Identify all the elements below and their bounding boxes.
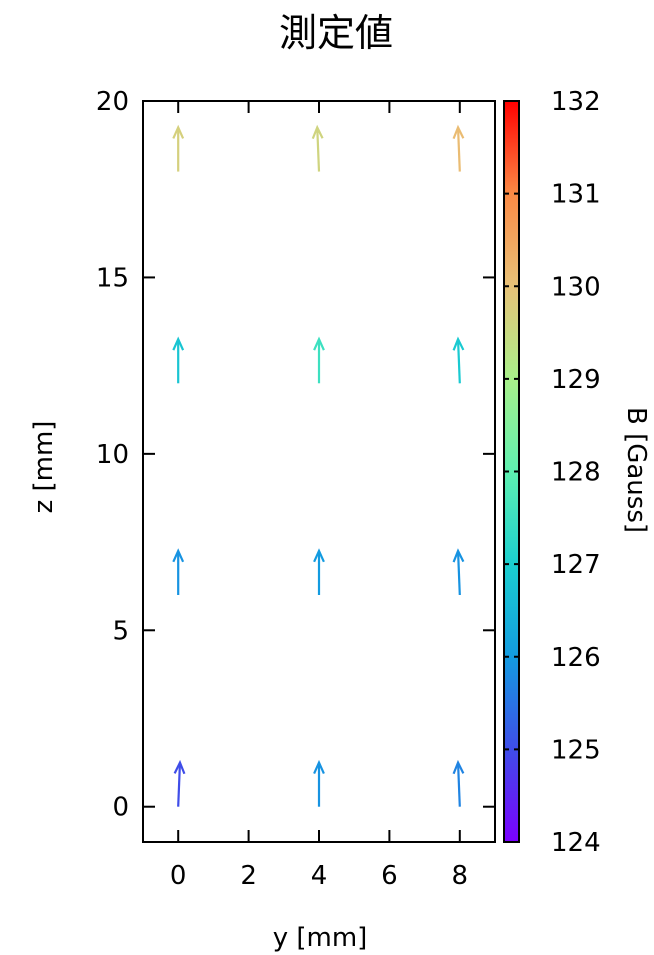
colorbar-tick-label: 126 bbox=[551, 643, 601, 673]
field-arrow bbox=[313, 548, 325, 595]
field-arrow bbox=[452, 759, 465, 807]
field-arrow bbox=[452, 124, 465, 172]
colorbar-tick-label: 130 bbox=[551, 272, 601, 302]
y-tick-label: 5 bbox=[112, 616, 129, 646]
colorbar-tick-label: 132 bbox=[551, 87, 601, 117]
y-tick-label: 0 bbox=[112, 793, 129, 823]
y-tick-label: 15 bbox=[96, 263, 129, 293]
x-tick-label: 8 bbox=[452, 861, 469, 891]
field-arrow bbox=[452, 336, 465, 384]
field-arrow bbox=[311, 124, 324, 172]
colorbar-tick-label: 128 bbox=[551, 458, 601, 488]
y-axis-title: z [mm] bbox=[29, 421, 59, 514]
x-tick-label: 6 bbox=[381, 861, 398, 891]
x-tick-label: 0 bbox=[170, 861, 187, 891]
colorbar-tick-label: 127 bbox=[551, 550, 601, 580]
x-tick-label: 2 bbox=[240, 861, 257, 891]
colorbar-title: B [Gauss] bbox=[621, 407, 651, 533]
y-tick-label: 20 bbox=[96, 87, 129, 117]
field-arrow bbox=[313, 336, 325, 384]
x-tick-label: 4 bbox=[311, 861, 328, 891]
chart-title: 測定値 bbox=[279, 11, 393, 55]
y-tick-label: 10 bbox=[96, 440, 129, 470]
field-arrow bbox=[313, 759, 325, 807]
field-arrow bbox=[173, 759, 186, 807]
colorbar-tick-label: 125 bbox=[551, 735, 601, 765]
plot-frame bbox=[142, 100, 496, 843]
field-arrow bbox=[172, 336, 185, 384]
field-arrow bbox=[172, 548, 185, 595]
field-arrow bbox=[452, 548, 465, 596]
field-arrow bbox=[172, 124, 185, 172]
colorbar-tick-label: 124 bbox=[551, 828, 601, 858]
colorbar-tick-label: 129 bbox=[551, 365, 601, 395]
colorbar-tick-label: 131 bbox=[551, 180, 601, 210]
x-axis-title: y [mm] bbox=[273, 923, 368, 953]
